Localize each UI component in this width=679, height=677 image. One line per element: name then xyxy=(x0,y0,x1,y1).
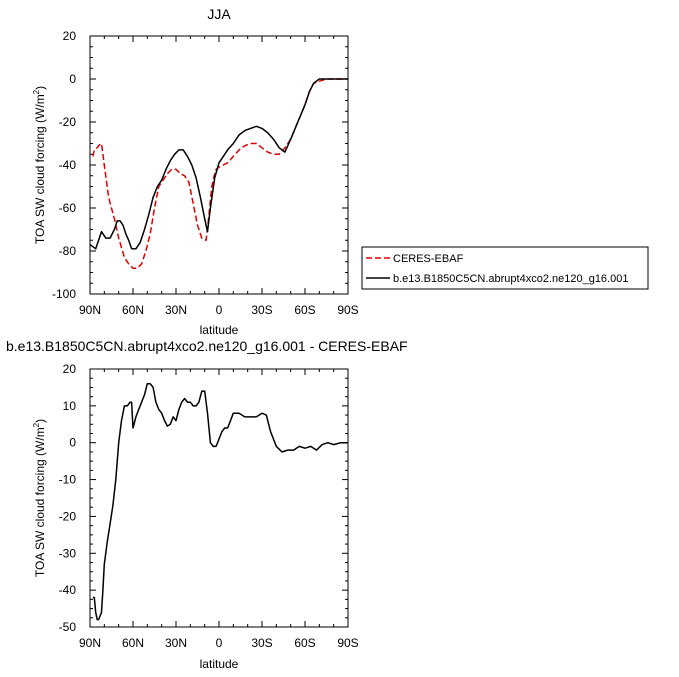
bottom-x-tick-label: 30S xyxy=(251,636,272,650)
bottom-chart-title: b.e13.B1850C5CN.abrupt4xco2.ne120_g16.00… xyxy=(6,338,408,354)
top-x-tick-label: 90N xyxy=(79,303,101,317)
top-x-tick-label: 60N xyxy=(122,303,144,317)
top-y-tick-label: 0 xyxy=(69,72,76,86)
top-chart: JJA 90N 60N 30N 0 30S 60S 90S 20 0 -20 -40 -60 -80 -1… xyxy=(32,6,359,337)
bottom-chart: b.e13.B1850C5CN.abrupt4xco2.ne120_g16.00… xyxy=(6,338,408,671)
bottom-y-tick-label: 20 xyxy=(63,362,77,376)
bottom-ticks: 90N 60N 30N 0 30S 60S 90S 20 10 0 -10 -20 -30 -40 -50 xyxy=(59,362,359,650)
legend: CERES-EBAF b.e13.B1850C5CN.abrupt4xco2.n… xyxy=(361,246,649,290)
legend-box xyxy=(361,246,649,290)
bottom-y-axis-label: TOA SW cloud forcing (W/m2) xyxy=(32,419,47,577)
top-x-tick-label: 60S xyxy=(294,303,315,317)
bottom-y-tick-label: 0 xyxy=(69,436,76,450)
top-y-tick-label: 20 xyxy=(63,29,77,43)
top-series-line-0 xyxy=(92,78,348,269)
top-ticks: 90N 60N 30N 0 30S 60S 90S 20 0 -20 -40 -60 -80 -100 xyxy=(52,29,359,317)
top-chart-title: JJA xyxy=(207,6,231,22)
bottom-x-tick-label: 90N xyxy=(79,636,101,650)
top-plot-frame xyxy=(89,35,349,295)
bottom-series xyxy=(92,382,348,621)
top-x-tick-label: 30N xyxy=(165,303,187,317)
top-y-tick-label: -20 xyxy=(59,115,77,129)
bottom-x-tick-label: 60N xyxy=(122,636,144,650)
legend-label-model: b.e13.B1850C5CN.abrupt4xco2.ne120_g16.00… xyxy=(393,273,628,285)
top-y-tick-label: -40 xyxy=(59,158,77,172)
top-x-tick-label: 0 xyxy=(216,303,223,317)
bottom-plot-frame xyxy=(89,368,349,628)
bottom-x-tick-label: 0 xyxy=(216,636,223,650)
top-y-tick-label: -100 xyxy=(52,287,76,301)
bottom-x-tick-label: 60S xyxy=(294,636,315,650)
top-y-tick-label: -60 xyxy=(59,201,77,215)
bottom-y-tick-label: 10 xyxy=(63,399,77,413)
bottom-x-tick-label: 90S xyxy=(337,636,358,650)
bottom-y-tick-label: -20 xyxy=(59,509,77,523)
top-x-tick-label: 30S xyxy=(251,303,272,317)
top-x-tick-label: 90S xyxy=(337,303,358,317)
top-series-line-1 xyxy=(89,78,348,250)
top-y-axis-label: TOA SW cloud forcing (W/m2) xyxy=(32,86,47,244)
bottom-y-tick-label: -50 xyxy=(59,620,77,634)
bottom-y-tick-label: -40 xyxy=(59,583,77,597)
bottom-x-tick-label: 30N xyxy=(165,636,187,650)
bottom-x-axis-label: latitude xyxy=(200,657,239,671)
bottom-y-tick-label: -10 xyxy=(59,473,77,487)
legend-label-ceres: CERES-EBAF xyxy=(393,253,464,265)
bottom-series-line-0 xyxy=(92,382,348,621)
top-series xyxy=(89,78,348,269)
bottom-y-tick-label: -30 xyxy=(59,546,77,560)
top-y-tick-label: -80 xyxy=(59,244,77,258)
top-x-axis-label: latitude xyxy=(200,323,239,337)
